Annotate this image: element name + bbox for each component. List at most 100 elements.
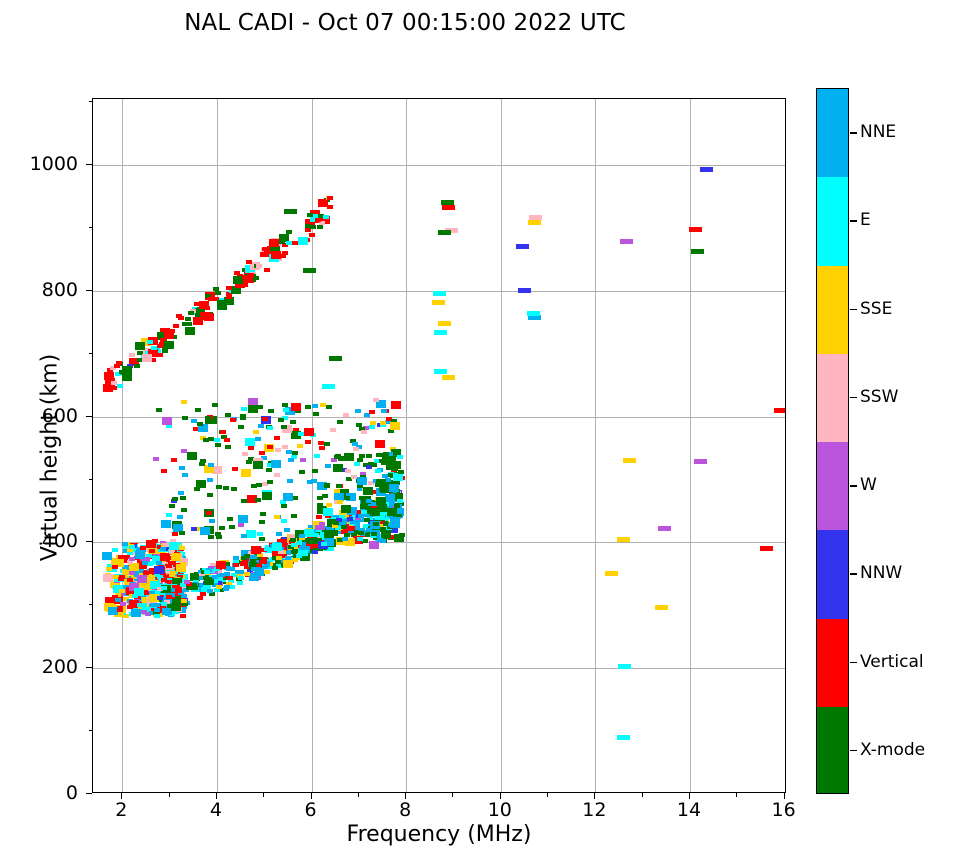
data-point bbox=[316, 515, 323, 520]
data-point bbox=[296, 554, 303, 559]
data-point bbox=[201, 584, 212, 593]
y-tick-label: 1000 bbox=[29, 153, 78, 176]
data-point bbox=[266, 468, 273, 473]
data-point bbox=[350, 532, 357, 537]
data-point bbox=[363, 487, 374, 496]
data-point bbox=[264, 252, 271, 257]
data-point bbox=[376, 497, 387, 506]
data-point bbox=[369, 534, 376, 539]
data-point bbox=[690, 248, 704, 254]
data-point bbox=[187, 311, 194, 316]
data-point bbox=[241, 267, 248, 272]
data-point bbox=[248, 456, 255, 461]
data-point bbox=[215, 290, 222, 295]
data-point bbox=[131, 609, 142, 618]
data-point bbox=[357, 477, 368, 486]
data-point bbox=[271, 460, 282, 469]
data-point bbox=[163, 543, 170, 548]
data-point bbox=[284, 551, 291, 556]
data-point bbox=[323, 542, 334, 551]
data-point bbox=[205, 415, 212, 420]
data-point bbox=[285, 240, 292, 245]
data-point bbox=[528, 220, 542, 226]
x-minor-tick bbox=[736, 793, 738, 797]
data-point bbox=[253, 461, 264, 470]
data-point bbox=[175, 596, 182, 601]
data-point bbox=[214, 588, 221, 593]
data-point bbox=[244, 572, 251, 577]
data-point bbox=[264, 560, 271, 565]
data-point bbox=[159, 592, 166, 597]
data-point bbox=[143, 590, 150, 595]
data-point bbox=[233, 271, 240, 275]
data-point bbox=[442, 205, 456, 211]
data-point bbox=[256, 532, 263, 537]
data-point bbox=[242, 452, 249, 457]
data-point bbox=[115, 598, 122, 603]
y-minor-tick bbox=[88, 730, 92, 732]
data-point bbox=[178, 545, 185, 550]
data-point bbox=[159, 546, 166, 551]
data-point bbox=[354, 461, 361, 466]
data-point bbox=[164, 341, 175, 350]
data-point bbox=[296, 443, 303, 448]
data-point bbox=[360, 474, 367, 479]
data-point bbox=[106, 567, 113, 572]
data-point bbox=[166, 513, 173, 518]
data-point bbox=[378, 523, 385, 528]
data-point bbox=[137, 575, 148, 584]
data-point bbox=[395, 515, 402, 520]
data-point bbox=[306, 480, 313, 485]
data-point bbox=[247, 495, 258, 504]
data-point bbox=[286, 230, 293, 235]
data-point bbox=[348, 526, 355, 530]
data-point bbox=[178, 491, 185, 496]
data-point bbox=[281, 425, 292, 434]
data-point bbox=[122, 545, 129, 550]
gridline-vertical bbox=[690, 99, 692, 792]
data-point bbox=[373, 536, 380, 541]
data-point bbox=[306, 536, 317, 545]
data-point bbox=[160, 585, 167, 590]
x-tick-label: 12 bbox=[582, 799, 607, 821]
data-point bbox=[128, 570, 135, 575]
colorbar-tick bbox=[850, 573, 857, 575]
data-point bbox=[334, 492, 345, 501]
data-point bbox=[149, 590, 156, 595]
gridline-horizontal bbox=[93, 165, 785, 167]
data-point bbox=[247, 397, 258, 406]
y-tick-label: 200 bbox=[41, 656, 78, 679]
data-point bbox=[154, 590, 161, 595]
data-point bbox=[324, 538, 335, 547]
data-point bbox=[355, 516, 362, 521]
data-point bbox=[381, 454, 392, 463]
data-point bbox=[198, 462, 205, 467]
data-point bbox=[287, 458, 294, 463]
data-point bbox=[385, 417, 392, 422]
data-point bbox=[171, 553, 182, 562]
data-point bbox=[242, 274, 249, 279]
y-minor-tick bbox=[88, 478, 92, 480]
data-point bbox=[166, 580, 173, 585]
data-point bbox=[168, 573, 175, 578]
data-point bbox=[145, 553, 152, 558]
data-point bbox=[145, 575, 156, 584]
data-point bbox=[159, 337, 166, 342]
data-point bbox=[113, 558, 124, 567]
data-point bbox=[186, 586, 193, 591]
data-point bbox=[205, 511, 212, 516]
data-point bbox=[190, 308, 197, 313]
data-point bbox=[204, 465, 215, 474]
data-point bbox=[120, 601, 127, 606]
data-point bbox=[393, 504, 400, 509]
data-point bbox=[222, 485, 229, 490]
x-tick-label: 8 bbox=[399, 799, 412, 821]
gridline-horizontal bbox=[93, 668, 785, 670]
data-point bbox=[208, 519, 215, 524]
data-point bbox=[165, 571, 172, 576]
data-point bbox=[605, 570, 619, 576]
y-minor-tick bbox=[88, 101, 92, 103]
data-point bbox=[180, 400, 187, 405]
colorbar-tick bbox=[850, 396, 857, 399]
colorbar-segment-nne bbox=[817, 89, 848, 178]
